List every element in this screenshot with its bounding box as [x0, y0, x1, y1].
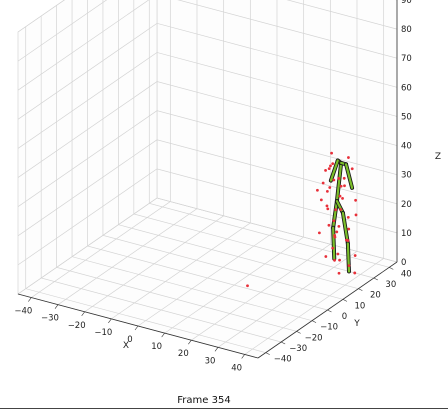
marker-point	[337, 225, 340, 228]
z-tick-label: 0	[401, 258, 406, 268]
x-tick-label: −20	[68, 321, 86, 331]
y-tick-label: 20	[370, 291, 381, 301]
x-tick-mark	[55, 305, 58, 309]
marker-point	[331, 247, 334, 250]
marker-point	[337, 177, 340, 180]
x-tick-label: −40	[14, 307, 32, 317]
marker-point	[331, 162, 334, 165]
marker-point	[329, 165, 332, 168]
marker-point	[355, 214, 358, 217]
marker-point	[246, 284, 249, 287]
marker-point	[343, 184, 346, 187]
skeleton-bone	[333, 228, 334, 259]
marker-point	[338, 272, 341, 275]
marker-point	[341, 197, 344, 200]
marker-point	[324, 255, 327, 258]
z-axis-label: Z	[435, 152, 441, 162]
marker-point	[337, 253, 340, 256]
marker-point	[335, 230, 338, 233]
y-tick-mark	[389, 267, 393, 269]
x-tick-mark	[242, 354, 245, 358]
marker-point	[328, 224, 331, 227]
bottom-divider	[0, 408, 448, 409]
marker-point	[347, 156, 350, 159]
marker-point	[339, 195, 342, 198]
z-tick-label: 30	[401, 171, 412, 181]
marker-point	[330, 152, 333, 155]
z-tick-label: 80	[401, 25, 412, 35]
y-tick-mark	[374, 278, 378, 280]
y-tick-label: −10	[320, 323, 338, 333]
marker-point	[343, 177, 346, 180]
x-tick-label: −10	[94, 328, 112, 338]
marker-point	[351, 167, 354, 170]
3d-scatter-plot: −40−30−20−10010203040−40−30−20−100102030…	[0, 0, 448, 395]
x-tick-label: 40	[231, 363, 242, 373]
y-tick-mark	[358, 289, 362, 291]
x-tick-mark	[82, 312, 85, 316]
y-tick-label: −30	[289, 344, 307, 354]
z-tick-label: 20	[401, 200, 412, 210]
y-tick-mark	[281, 342, 285, 344]
marker-point	[354, 254, 357, 257]
x-tick-label: 30	[205, 356, 216, 366]
x-tick-label: 10	[151, 342, 162, 352]
frame-caption: Frame 354	[0, 395, 408, 406]
z-tick-label: 70	[401, 54, 412, 64]
y-axis-label: Y	[353, 319, 360, 329]
y-tick-mark	[297, 331, 301, 333]
y-tick-label: 40	[401, 269, 412, 279]
marker-point	[338, 259, 341, 262]
x-tick-mark	[28, 298, 31, 302]
y-tick-label: 30	[385, 280, 396, 290]
x-tick-mark	[188, 340, 191, 344]
marker-point	[332, 219, 335, 222]
y-tick-label: −20	[305, 333, 323, 343]
marker-point	[334, 208, 337, 211]
marker-point	[333, 234, 336, 237]
y-tick-mark	[312, 321, 316, 323]
x-tick-mark	[215, 347, 218, 351]
x-axis-label: X	[123, 341, 129, 351]
z-tick-label: 10	[401, 229, 412, 239]
y-tick-label: 10	[355, 301, 366, 311]
z-tick-label: 40	[401, 142, 412, 152]
marker-point	[322, 182, 325, 185]
y-tick-mark	[343, 299, 347, 301]
marker-point	[354, 199, 357, 202]
marker-point	[347, 216, 350, 219]
marker-point	[326, 190, 329, 193]
marker-point	[345, 239, 348, 242]
x-tick-mark	[108, 319, 111, 323]
z-tick-label: 90	[401, 0, 412, 6]
x-tick-label: −30	[41, 314, 59, 324]
marker-point	[328, 186, 331, 189]
marker-point	[347, 228, 350, 231]
z-tick-label: 50	[401, 112, 412, 122]
y-tick-label: 0	[342, 312, 347, 322]
marker-point	[348, 264, 351, 267]
x-tick-mark	[135, 326, 138, 330]
marker-point	[326, 204, 329, 207]
z-tick-label: 60	[401, 83, 412, 93]
marker-point	[332, 179, 335, 182]
x-tick-label: 20	[178, 349, 189, 359]
marker-point	[333, 259, 336, 262]
marker-point	[320, 198, 323, 201]
marker-point	[339, 208, 342, 211]
y-tick-label: −40	[274, 355, 292, 365]
marker-point	[318, 231, 321, 234]
marker-point	[316, 189, 319, 192]
x-tick-mark	[162, 333, 165, 337]
marker-point	[326, 207, 329, 210]
marker-point	[340, 185, 343, 188]
skeleton-bone	[348, 243, 349, 271]
y-tick-mark	[266, 353, 270, 355]
marker-point	[324, 169, 327, 172]
y-tick-mark	[328, 310, 332, 312]
marker-point	[328, 167, 331, 170]
marker-point	[353, 272, 356, 275]
